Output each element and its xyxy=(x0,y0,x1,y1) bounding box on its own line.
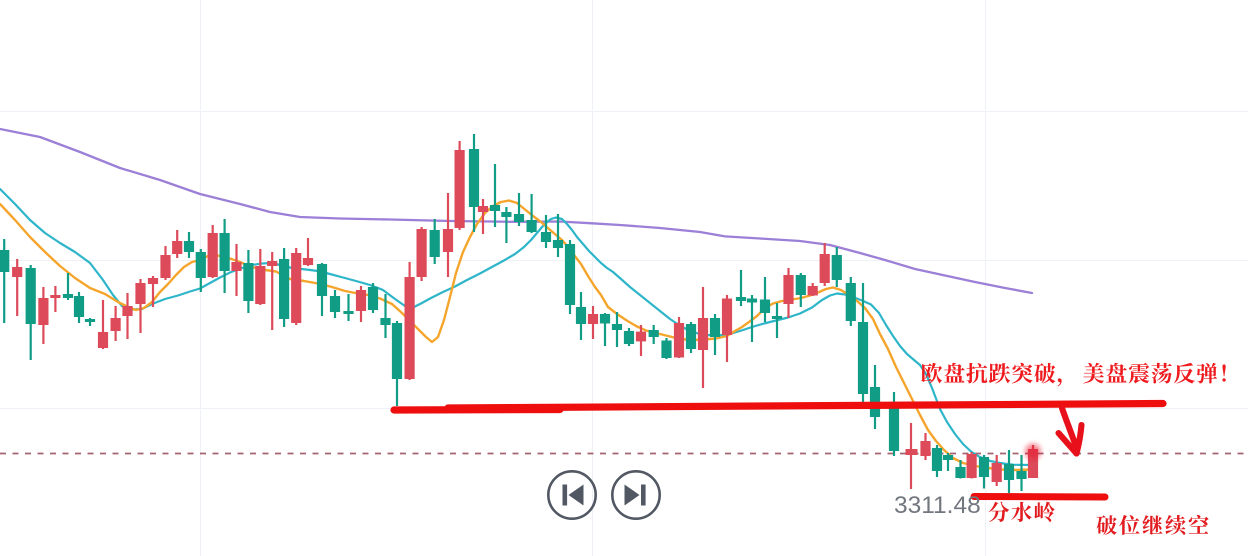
svg-text:3311.48: 3311.48 xyxy=(894,492,981,519)
